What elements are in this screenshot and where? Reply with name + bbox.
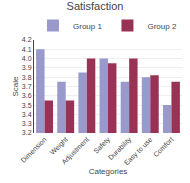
svg-text:3.2: 3.2	[22, 129, 32, 136]
svg-text:Easy to use: Easy to use	[123, 136, 155, 168]
svg-text:Scale: Scale	[11, 76, 20, 97]
svg-text:3.6: 3.6	[22, 92, 32, 99]
svg-text:Satisfaction: Satisfaction	[67, 0, 124, 12]
svg-text:Durability: Durability	[107, 135, 134, 162]
svg-text:4.1: 4.1	[22, 46, 32, 53]
svg-text:Weight: Weight	[49, 136, 70, 157]
svg-text:Adjustment: Adjustment	[60, 136, 90, 166]
svg-text:3.3: 3.3	[22, 120, 32, 127]
svg-text:Safety: Safety	[92, 135, 112, 155]
svg-text:Comfort: Comfort	[152, 136, 175, 159]
svg-text:Group 2: Group 2	[147, 22, 176, 31]
svg-text:4.0: 4.0	[22, 55, 32, 62]
svg-text:Dimension: Dimension	[19, 136, 47, 164]
svg-text:3.7: 3.7	[22, 83, 32, 90]
svg-text:Group 1: Group 1	[73, 22, 102, 31]
svg-text:Categories: Categories	[89, 167, 128, 176]
svg-text:3.5: 3.5	[22, 102, 32, 109]
svg-text:4.2: 4.2	[22, 36, 32, 43]
svg-text:3.8: 3.8	[22, 74, 32, 81]
svg-text:3.4: 3.4	[22, 111, 32, 118]
svg-text:3.9: 3.9	[22, 64, 32, 71]
